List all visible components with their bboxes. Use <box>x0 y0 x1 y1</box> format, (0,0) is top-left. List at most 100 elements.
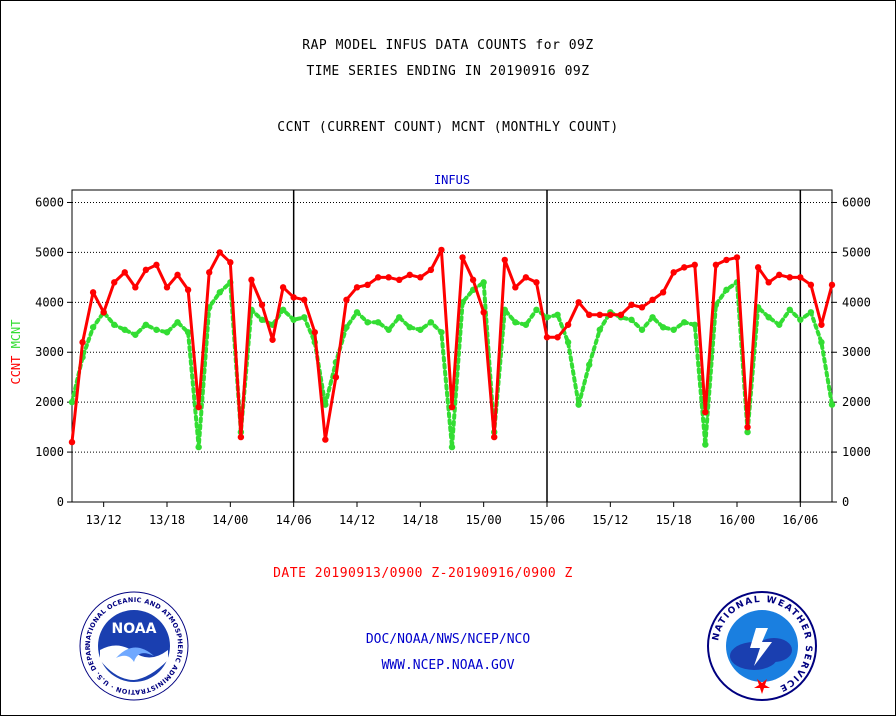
data-point-ccnt <box>564 321 572 328</box>
data-point-ccnt <box>765 279 772 286</box>
chart-title-line1: RAP MODEL INFUS DATA COUNTS for 09Z <box>302 38 594 53</box>
data-point-mcnt <box>776 321 783 328</box>
data-point-ccnt <box>269 336 276 343</box>
data-point-mcnt <box>480 279 487 286</box>
y-tick-label-left: 1000 <box>35 445 64 459</box>
data-point-ccnt <box>469 276 477 284</box>
data-point-ccnt <box>754 264 762 271</box>
y-tick-label-right: 5000 <box>842 245 871 259</box>
data-point-ccnt <box>438 246 445 254</box>
data-point-ccnt <box>649 296 656 304</box>
x-tick-label: 15/06 <box>529 513 565 527</box>
data-point-mcnt <box>797 316 804 323</box>
data-point-ccnt <box>459 254 466 261</box>
data-point-ccnt <box>237 433 245 441</box>
y-tick-label-right: 4000 <box>842 295 871 309</box>
data-point-mcnt <box>406 324 413 331</box>
data-point-ccnt <box>68 438 76 446</box>
data-point-ccnt <box>279 284 287 291</box>
data-point-ccnt <box>723 256 730 264</box>
data-point-mcnt <box>353 309 361 316</box>
data-point-mcnt <box>670 326 677 333</box>
data-point-mcnt <box>396 314 403 321</box>
data-point-ccnt <box>79 339 86 346</box>
x-tick-label: 14/06 <box>276 513 312 527</box>
data-point-mcnt <box>322 401 329 408</box>
data-point-mcnt <box>533 306 540 314</box>
y-tick-label-left: 4000 <box>35 295 64 309</box>
data-point-ccnt <box>617 311 625 318</box>
data-point-ccnt <box>364 281 371 289</box>
data-point-mcnt <box>723 286 730 294</box>
data-point-ccnt <box>374 274 382 281</box>
data-point-mcnt <box>438 329 445 336</box>
data-point-mcnt <box>586 361 593 368</box>
data-point-ccnt <box>522 274 530 281</box>
data-point-mcnt <box>174 319 181 326</box>
data-point-ccnt <box>533 279 540 286</box>
x-tick-label: 13/18 <box>149 513 185 527</box>
data-point-mcnt <box>575 401 582 408</box>
plot-area-border <box>71 189 833 503</box>
data-point-mcnt <box>279 306 287 314</box>
x-tick-label: 15/18 <box>656 513 692 527</box>
x-tick-label: 15/12 <box>592 513 628 527</box>
data-point-mcnt <box>163 329 171 336</box>
data-point-ccnt <box>301 296 308 304</box>
data-point-mcnt <box>786 306 793 314</box>
y-tick-label-left: 3000 <box>35 345 64 359</box>
y-tick-label-right: 0 <box>842 495 849 509</box>
x-tick-label: 14/12 <box>339 513 375 527</box>
data-point-ccnt <box>628 301 635 309</box>
y-axis-label-ccnt: CCNT <box>9 348 23 384</box>
data-point-mcnt <box>828 401 836 408</box>
data-point-ccnt <box>681 264 688 271</box>
data-point-ccnt <box>258 301 266 309</box>
data-point-ccnt <box>596 311 603 318</box>
data-point-mcnt <box>385 326 392 333</box>
url-label: WWW.NCEP.NOAA.GOV <box>381 658 515 673</box>
data-point-mcnt <box>184 329 192 336</box>
y-tick-label-right: 6000 <box>842 195 871 209</box>
data-point-ccnt <box>638 304 646 311</box>
date-range-label: DATE 20190913/0900 Z-20190916/0900 Z <box>273 566 573 581</box>
data-point-ccnt <box>480 309 487 316</box>
x-tick-label: 14/00 <box>212 513 248 527</box>
data-point-ccnt <box>174 271 181 279</box>
data-point-ccnt <box>670 269 677 276</box>
data-point-ccnt <box>712 261 720 269</box>
data-point-mcnt <box>153 326 160 333</box>
data-point-mcnt <box>681 319 688 326</box>
x-tick-label: 16/06 <box>782 513 818 527</box>
data-point-ccnt <box>111 279 118 286</box>
data-point-ccnt <box>290 294 297 301</box>
data-point-ccnt <box>385 274 392 281</box>
data-point-ccnt <box>153 261 160 269</box>
noaa-logo-text: NOAA <box>112 621 157 637</box>
chart-title-line3: CCNT (CURRENT COUNT) MCNT (MONTHLY COUNT… <box>277 120 619 135</box>
data-point-mcnt <box>702 441 709 448</box>
data-point-ccnt <box>427 266 435 274</box>
data-point-mcnt <box>111 321 118 328</box>
x-tick-label: 15/00 <box>466 513 502 527</box>
data-point-ccnt <box>163 284 171 291</box>
data-point-mcnt <box>522 321 530 328</box>
data-point-ccnt <box>744 423 751 431</box>
data-point-ccnt <box>659 289 667 296</box>
data-point-mcnt <box>290 316 297 323</box>
data-point-ccnt <box>353 284 361 291</box>
data-point-ccnt <box>733 254 741 261</box>
y-tick-label-right: 2000 <box>842 395 871 409</box>
data-point-mcnt <box>691 321 698 328</box>
data-point-mcnt <box>554 311 561 318</box>
data-point-ccnt <box>543 334 551 341</box>
data-point-ccnt <box>491 433 498 441</box>
data-point-ccnt <box>702 408 709 416</box>
data-point-ccnt <box>343 296 350 304</box>
y-tick-label-right: 3000 <box>842 345 871 359</box>
data-point-ccnt <box>406 271 413 279</box>
data-point-ccnt <box>501 256 508 264</box>
data-point-mcnt <box>195 443 202 451</box>
data-point-ccnt <box>216 249 223 256</box>
data-point-ccnt <box>554 334 561 341</box>
